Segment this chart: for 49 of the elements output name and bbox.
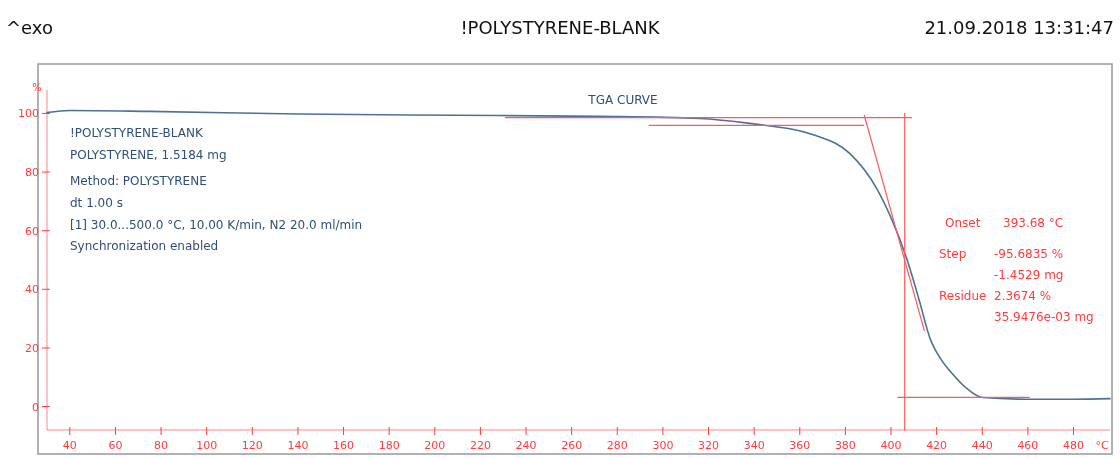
annotation: !POLYSTYRENE-BLANK xyxy=(70,126,204,140)
y-tick-label: 40 xyxy=(25,283,39,297)
x-tick-label: 440 xyxy=(971,439,993,452)
x-tick-label: 240 xyxy=(515,439,537,452)
x-tick-label: 380 xyxy=(834,439,856,452)
x-tick-label: 420 xyxy=(926,439,948,452)
y-tick-label: 80 xyxy=(25,166,39,180)
annotation: dt 1.00 s xyxy=(70,196,123,210)
x-tick-label: 80 xyxy=(154,439,169,452)
x-tick-label: 40 xyxy=(62,439,77,452)
y-tick-label: 100 xyxy=(18,107,39,121)
x-tick-label: 120 xyxy=(241,439,263,452)
y-axis-title: % xyxy=(32,82,42,93)
annotation: Residue xyxy=(939,289,987,303)
annotation: TGA CURVE xyxy=(587,93,658,107)
x-tick-label: 360 xyxy=(789,439,811,452)
annotation: Synchronization enabled xyxy=(70,239,219,253)
annotation: -1.4529 mg xyxy=(994,268,1064,282)
x-tick-label: 280 xyxy=(606,439,628,452)
annotation: 35.9476e-03 mg xyxy=(994,310,1094,324)
x-tick-label: 160 xyxy=(333,439,355,452)
x-axis-title: °C xyxy=(1095,439,1109,452)
x-tick-label: 220 xyxy=(469,439,491,452)
x-tick-label: 260 xyxy=(561,439,583,452)
annotation: Method: POLYSTYRENE xyxy=(70,174,207,188)
annotation: POLYSTYRENE, 1.5184 mg xyxy=(70,148,227,162)
annotation: Onset xyxy=(945,216,981,230)
chart-title: !POLYSTYRENE-BLANK xyxy=(460,17,661,38)
y-tick-label: 0 xyxy=(32,400,39,414)
text: 21.09.2018 13:31:47 xyxy=(924,17,1114,38)
x-tick-label: 300 xyxy=(652,439,674,452)
x-tick-label: 60 xyxy=(108,439,123,452)
x-tick-label: 100 xyxy=(196,439,218,452)
annotation: 2.3674 % xyxy=(994,289,1052,303)
annotation: Step xyxy=(939,247,967,261)
x-tick-label: 200 xyxy=(424,439,446,452)
x-tick-label: 340 xyxy=(743,439,765,452)
y-tick-label: 60 xyxy=(25,224,39,238)
x-tick-label: 400 xyxy=(880,439,902,452)
text: ^exo xyxy=(6,17,53,38)
y-tick-label: 20 xyxy=(25,341,39,355)
x-tick-label: 180 xyxy=(378,439,400,452)
x-tick-label: 480 xyxy=(1063,439,1084,452)
x-tick-label: 460 xyxy=(1017,439,1039,452)
x-tick-label: 320 xyxy=(698,439,720,452)
annotation: [1] 30.0...500.0 °C, 10.00 K/min, N2 20.0 ml/min xyxy=(70,218,363,232)
x-tick-label: 140 xyxy=(287,439,309,452)
annotation: -95.6835 % xyxy=(994,247,1064,261)
annotation: 393.68 °C xyxy=(1003,216,1064,230)
